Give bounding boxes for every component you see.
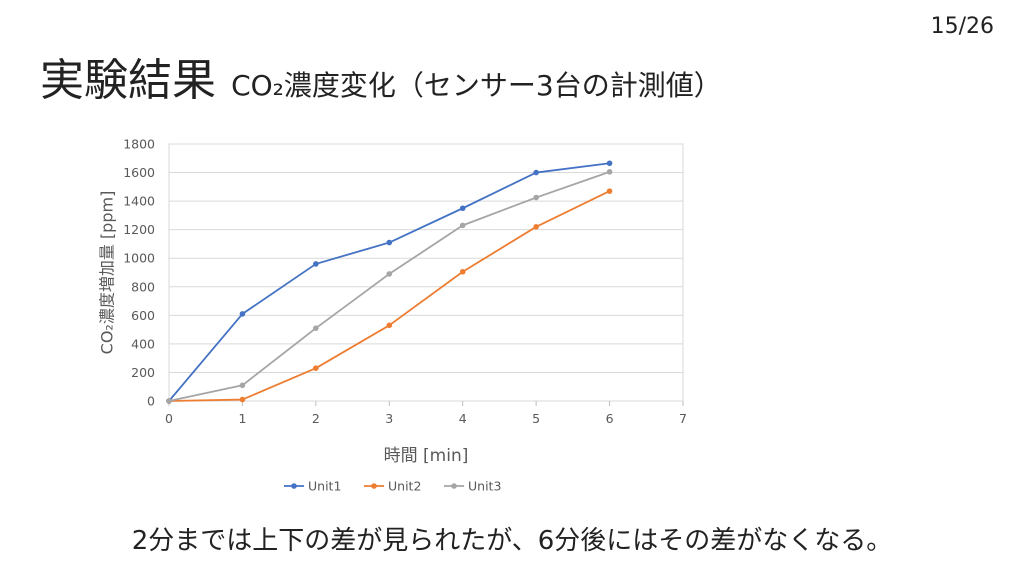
chart-legend: Unit1 Unit2 Unit3 — [284, 479, 501, 494]
slide-caption: 2分までは上下の差が見られたが、6分後にはその差がなくなる。 — [131, 526, 893, 556]
data-point-unit1 — [533, 169, 539, 176]
legend-label: Unit3 — [468, 479, 501, 494]
legend-swatch-marker — [371, 483, 377, 489]
data-point-unit2 — [386, 322, 393, 329]
data-point-unit2 — [313, 365, 319, 371]
legend-swatch-marker — [291, 483, 297, 489]
data-point-unit3 — [459, 222, 466, 229]
y-tick-label: 1400 — [123, 194, 155, 209]
x-tick-label: 5 — [532, 411, 540, 426]
y-tick-label: 400 — [131, 336, 155, 351]
x-tick-label: 1 — [238, 411, 246, 426]
data-point-unit2 — [239, 396, 246, 403]
co2-line-chart: 0 200 400 600 800 1000 1200 1400 1600 1800 0 1 2 3 4 5… — [80, 128, 720, 498]
x-axis-ticks: 0 1 2 3 4 5 6 7 — [165, 401, 687, 426]
data-point-unit2 — [606, 188, 613, 194]
data-point-unit3 — [386, 271, 393, 277]
x-tick-label: 6 — [606, 411, 614, 426]
slide-title: 実験結果 CO₂濃度変化（センサー3台の計測値） — [40, 44, 722, 108]
data-point-unit1 — [239, 311, 246, 317]
data-point-unit1 — [313, 261, 319, 267]
page-number: 15/26 — [930, 14, 994, 39]
data-point-unit1 — [459, 205, 466, 212]
x-tick-label: 7 — [679, 411, 687, 426]
legend-item-unit2: Unit2 — [364, 479, 421, 494]
data-point-unit3 — [239, 382, 246, 389]
legend-swatch-marker — [451, 483, 457, 489]
series-unit2 — [166, 188, 613, 404]
data-point-unit1 — [386, 239, 393, 246]
y-tick-label: 600 — [131, 308, 155, 323]
y-tick-label: 800 — [131, 279, 155, 294]
chart-series — [166, 160, 613, 404]
y-tick-label: 1000 — [123, 251, 155, 266]
x-tick-label: 3 — [385, 411, 393, 426]
y-tick-label: 0 — [147, 394, 155, 409]
y-tick-label: 1800 — [123, 137, 155, 152]
legend-item-unit3: Unit3 — [444, 479, 501, 494]
x-tick-label: 4 — [459, 411, 467, 426]
y-axis-label: CO₂濃度増加量 [ppm] — [98, 191, 117, 355]
data-point-unit3 — [166, 398, 172, 404]
data-point-unit3 — [533, 194, 539, 201]
y-axis-ticks: 0 200 400 600 800 1000 1200 1400 1600 1800 — [123, 137, 155, 409]
x-tick-label: 2 — [312, 411, 320, 426]
plot-area-border — [168, 143, 684, 402]
legend-label: Unit2 — [388, 479, 421, 494]
title-subtitle: CO₂濃度変化（センサー3台の計測値） — [231, 69, 722, 102]
series-unit3 — [166, 169, 613, 404]
legend-item-unit1: Unit1 — [284, 479, 341, 494]
x-tick-label: 0 — [165, 411, 173, 426]
data-point-unit2 — [533, 224, 539, 230]
data-point-unit3 — [606, 169, 613, 175]
x-axis-label: 時間 [min] — [384, 446, 469, 466]
title-main: 実験結果 — [40, 55, 216, 106]
y-tick-label: 1600 — [123, 165, 155, 180]
data-point-unit3 — [313, 325, 319, 331]
chart-background — [80, 128, 720, 498]
data-point-unit1 — [606, 160, 613, 167]
y-tick-label: 200 — [131, 365, 155, 380]
data-point-unit2 — [459, 268, 466, 275]
y-tick-label: 1200 — [123, 222, 155, 237]
legend-label: Unit1 — [308, 479, 341, 494]
